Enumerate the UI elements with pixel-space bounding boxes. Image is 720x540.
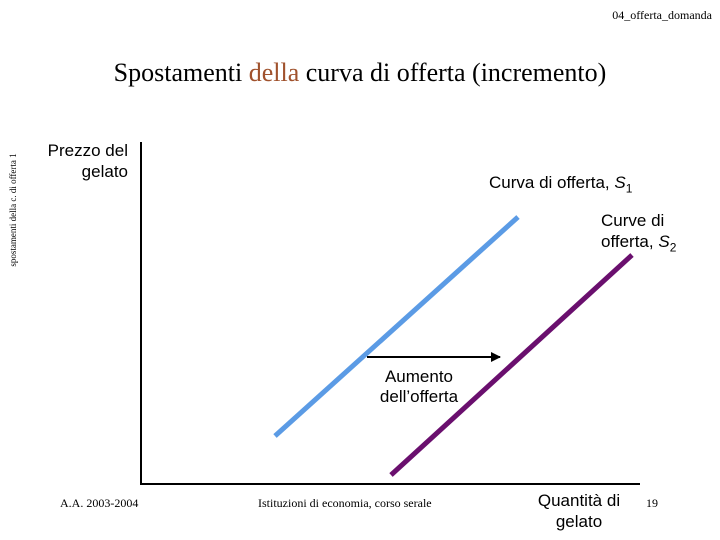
page-number: 19 [646,496,658,510]
supply-curve-s1 [273,215,520,438]
x-axis-label: Quantità di gelato [537,491,621,531]
footer-course: Istituzioni di economia, corso serale [258,496,432,510]
title-accent: della [248,58,300,87]
supply-curve-s2-label: Curve di offerta, S2 [601,210,720,258]
s2-symbol: S [658,232,670,251]
title-part-1: Spostamenti [113,58,249,87]
title-part-2: curva di offerta (incremento) [299,58,607,87]
s1-symbol: S [614,173,626,192]
s1-subscript: 1 [625,181,633,196]
s1-label-text: Curva di offerta, [489,173,615,192]
supply-curve-s2 [389,253,634,477]
shift-label: Aumento dell’offerta [379,367,459,406]
s2-label-text: Curve di offerta, [601,211,665,251]
supply-curve-s1-label: Curva di offerta, S1 [489,172,632,199]
file-label: 04_offerta_domanda [612,8,712,22]
side-label: spostamenti della c. di offerta 1 [8,153,18,267]
slide-title: Spostamenti della curva di offerta (incr… [0,58,720,88]
s2-subscript: 2 [669,240,677,255]
y-axis-label: Prezzo del gelato [47,141,128,181]
footer-academic-year: A.A. 2003-2004 [60,496,139,510]
